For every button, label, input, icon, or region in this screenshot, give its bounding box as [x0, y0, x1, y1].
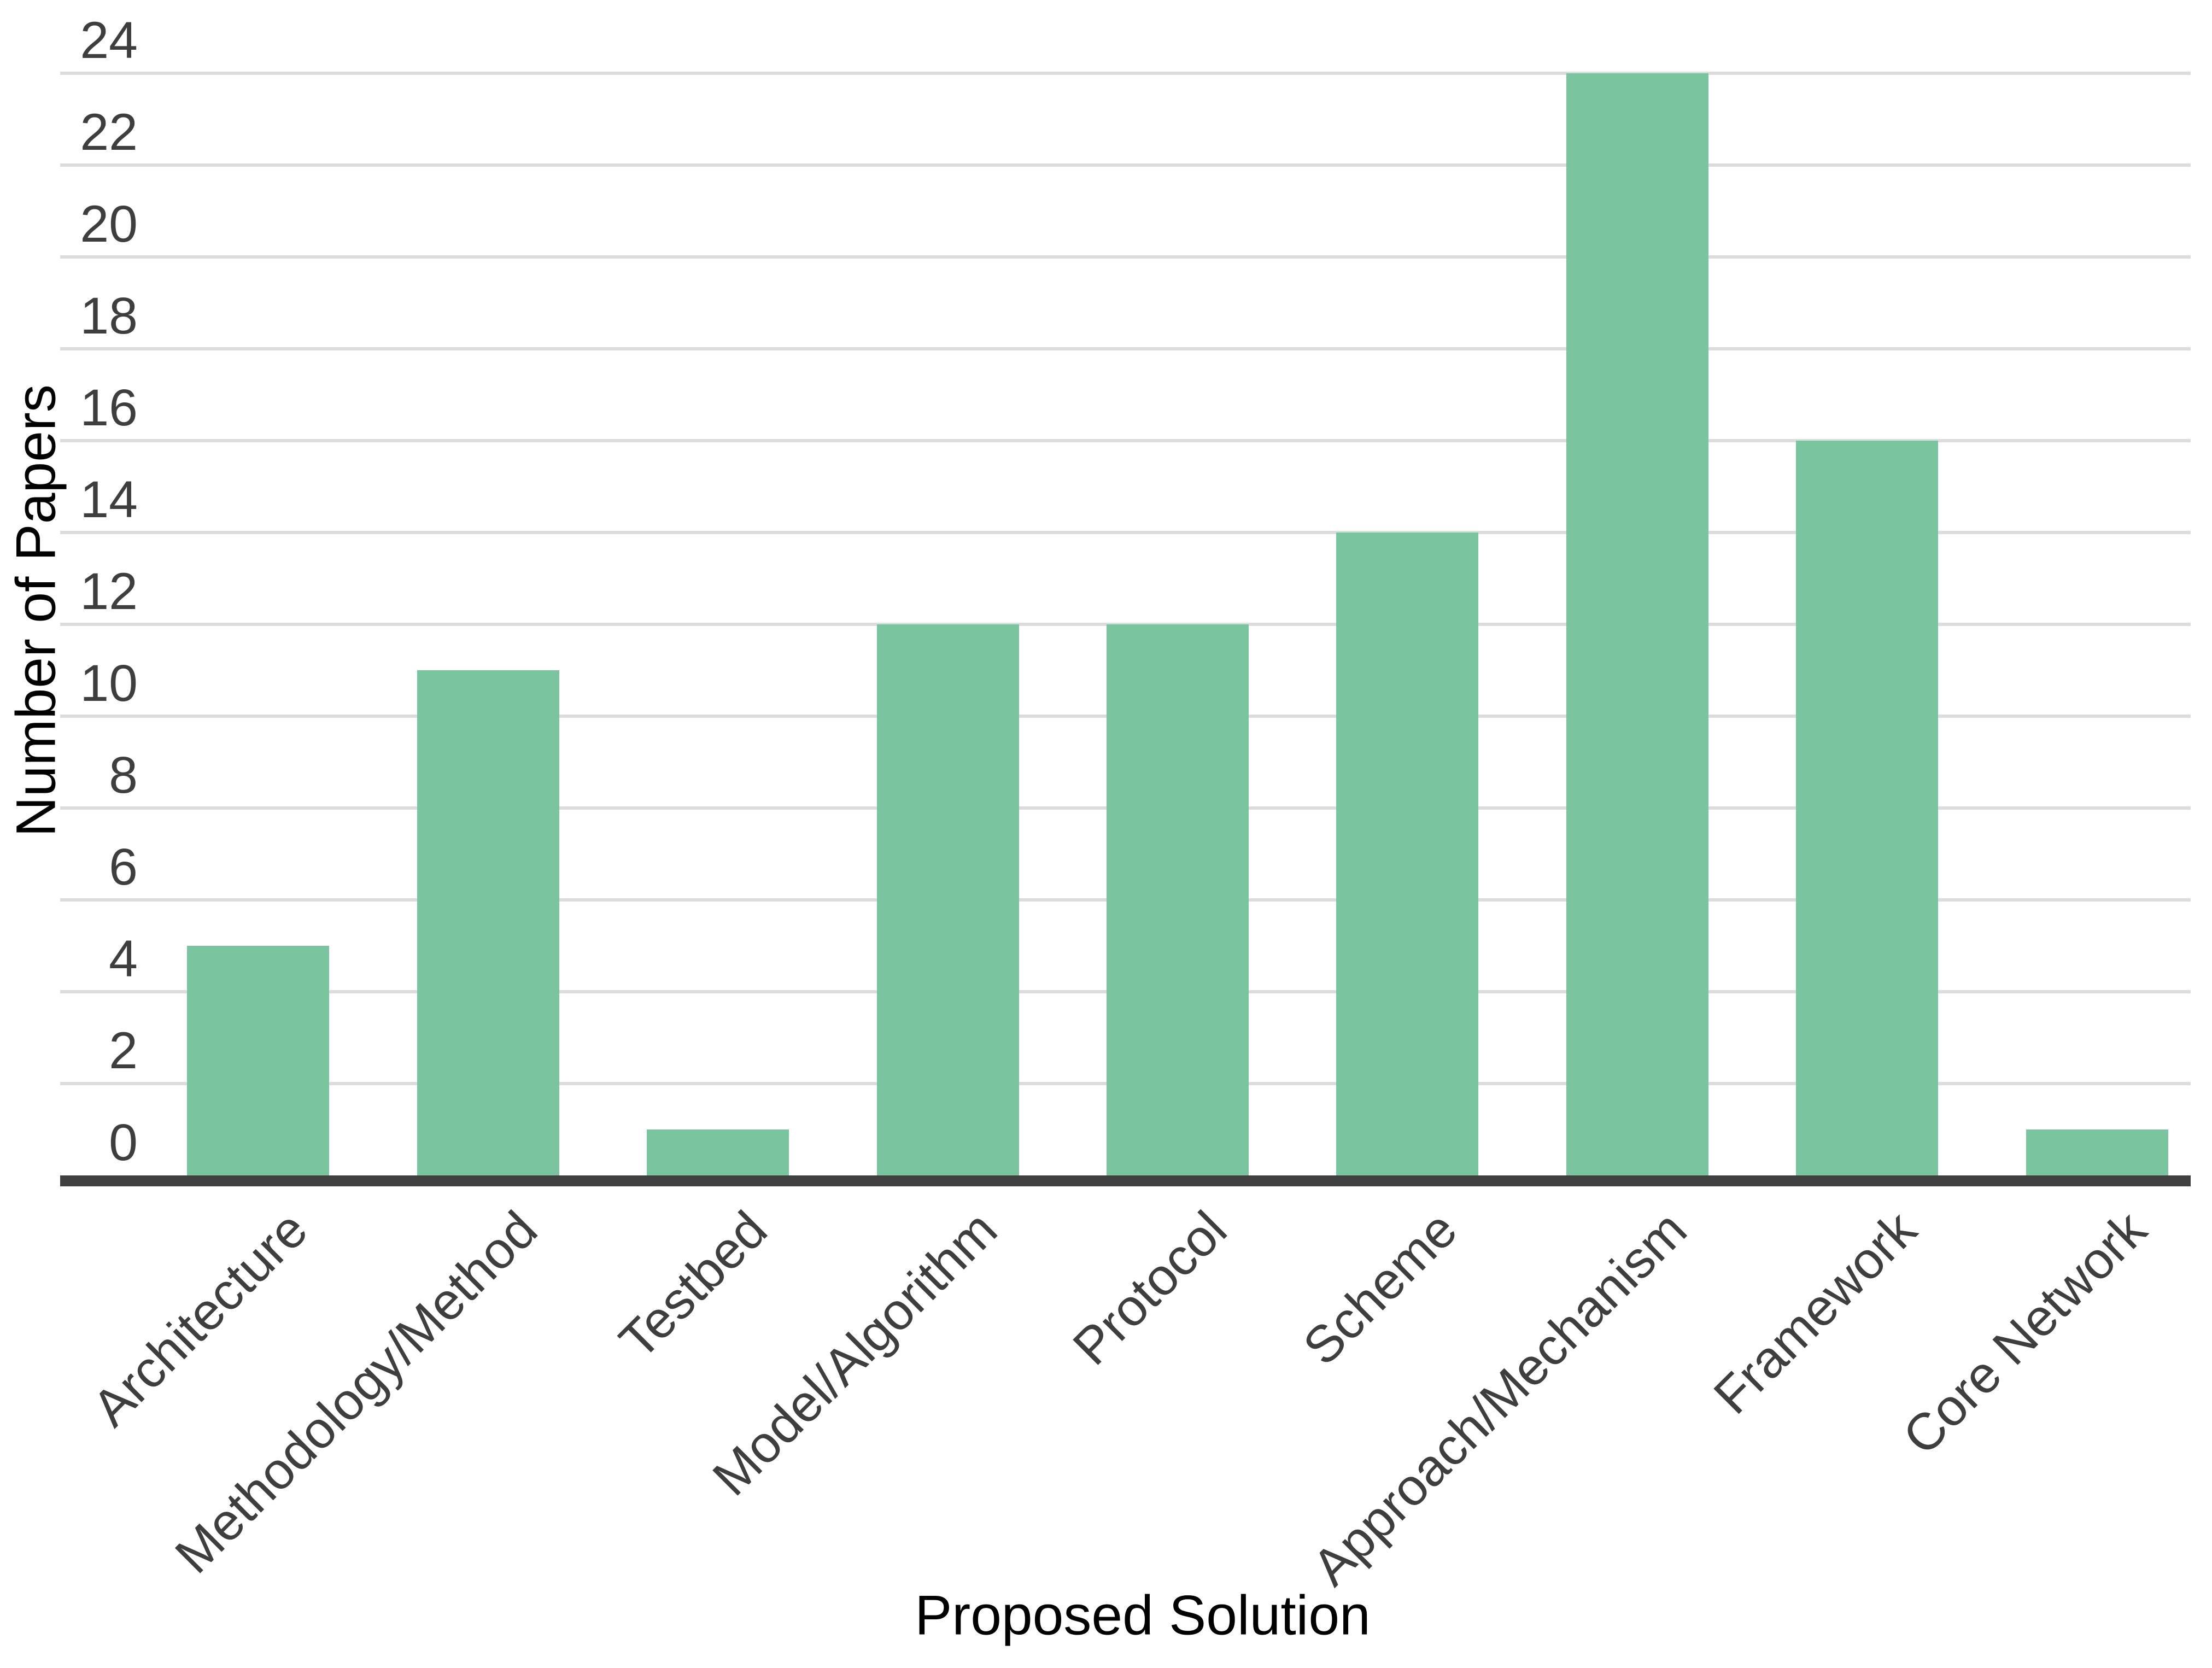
bar	[2026, 1129, 2168, 1175]
y-tick-label: 18	[80, 287, 138, 345]
y-tick-label: 2	[109, 1022, 138, 1080]
bar	[417, 670, 559, 1175]
x-axis-title: Proposed Solution	[915, 1584, 1371, 1647]
y-tick-label: 24	[80, 11, 138, 69]
y-tick-label: 16	[80, 379, 138, 437]
y-tick-label: 20	[80, 195, 138, 253]
y-tick-label: 6	[109, 838, 138, 896]
x-category-label: Architecture	[81, 1200, 319, 1438]
gridline	[60, 347, 2191, 350]
gridline	[60, 163, 2191, 167]
bar	[1336, 532, 1479, 1175]
y-tick-label: 10	[80, 654, 138, 712]
x-axis-line	[60, 1175, 2191, 1186]
gridline	[60, 439, 2191, 442]
y-tick-label: 12	[80, 563, 138, 621]
bar	[187, 946, 330, 1175]
x-category-label: Protocol	[1062, 1200, 1238, 1377]
x-category-label: Framework	[1703, 1200, 1928, 1425]
bar	[876, 624, 1019, 1175]
x-category-label: Testbed	[608, 1200, 779, 1370]
bar	[647, 1129, 789, 1175]
x-category-label: Approach/Mechanism	[1301, 1200, 1698, 1597]
y-tick-label: 4	[109, 930, 138, 988]
x-category-label: Core Network	[1892, 1200, 2158, 1466]
bar	[1796, 441, 1939, 1175]
bar	[1107, 624, 1249, 1175]
y-tick-label: 0	[109, 1114, 138, 1172]
y-tick-label: 8	[109, 746, 138, 804]
x-category-label: Scheme	[1292, 1200, 1468, 1377]
gridline	[60, 255, 2191, 259]
bar	[1566, 73, 1708, 1175]
gridline	[60, 531, 2191, 534]
y-tick-label: 14	[80, 471, 138, 529]
gridline	[60, 72, 2191, 75]
y-tick-label: 22	[80, 103, 138, 161]
